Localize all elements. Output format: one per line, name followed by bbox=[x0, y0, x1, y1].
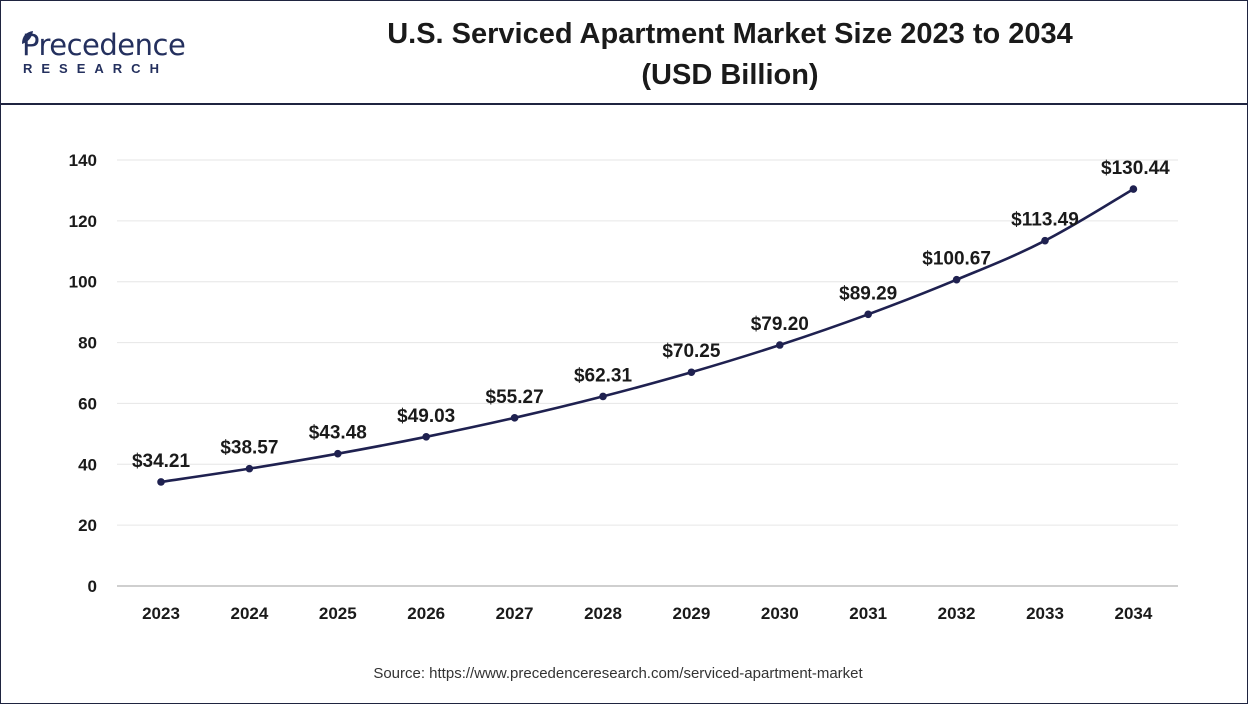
x-tick-label: 2031 bbox=[849, 604, 887, 623]
header: Precedence RESEARCH U.S. Serviced Apartm… bbox=[0, 0, 1248, 105]
data-label: $34.21 bbox=[132, 451, 191, 472]
axes: 0 20 40 60 80 100 120 140 2023 2024 2025 2026 2027 20… bbox=[69, 151, 1178, 623]
x-tick-label: 2027 bbox=[496, 604, 534, 623]
data-point bbox=[599, 392, 607, 401]
data-point bbox=[1041, 236, 1049, 245]
data-label: $113.49 bbox=[1011, 210, 1079, 231]
title-line-2: (USD Billion) bbox=[641, 59, 819, 91]
y-tick-label: 140 bbox=[69, 151, 97, 170]
data-point bbox=[245, 464, 254, 473]
x-tick-label: 2026 bbox=[407, 604, 445, 623]
data-point bbox=[510, 414, 519, 422]
data-label: $55.27 bbox=[486, 387, 544, 408]
line-chart: 0 20 40 60 80 100 120 140 2023 2024 2025 2026 2027 20… bbox=[69, 151, 1178, 623]
series-line bbox=[160, 187, 1135, 484]
data-label: $62.31 bbox=[574, 365, 633, 386]
data-label: $38.57 bbox=[220, 438, 278, 459]
data-labels: $34.21 $38.57 $43.48 $49.03 $55.27 $62.31 $70.… bbox=[132, 158, 1170, 472]
x-tick-label: 2025 bbox=[319, 604, 357, 623]
x-tick-label: 2028 bbox=[584, 604, 622, 623]
data-label: $89.29 bbox=[839, 283, 897, 304]
data-point bbox=[687, 368, 696, 377]
leaf-icon bbox=[22, 31, 33, 44]
data-point bbox=[952, 275, 961, 284]
data-point bbox=[776, 341, 784, 349]
data-point bbox=[864, 310, 872, 319]
data-label: $130.44 bbox=[1101, 158, 1170, 179]
data-label: $70.25 bbox=[662, 341, 721, 362]
gridlines bbox=[117, 159, 1178, 526]
x-tick-label: 2023 bbox=[142, 604, 180, 623]
data-point bbox=[157, 478, 165, 486]
x-tick-label: 2033 bbox=[1026, 604, 1064, 623]
y-tick-label: 100 bbox=[69, 273, 97, 292]
data-point bbox=[334, 449, 342, 458]
x-tick-label: 2029 bbox=[672, 604, 710, 623]
y-tick-label: 80 bbox=[78, 334, 97, 353]
chart-title: U.S. Serviced Apartment Market Size 2023… bbox=[250, 14, 1210, 96]
logo-tagline: RESEARCH bbox=[23, 61, 168, 76]
y-tick-label: 40 bbox=[78, 455, 97, 474]
data-point bbox=[1129, 185, 1138, 193]
y-tick-label: 60 bbox=[78, 394, 97, 413]
x-tick-label: 2034 bbox=[1114, 604, 1152, 623]
y-tick-label: 120 bbox=[69, 212, 97, 231]
x-tick-label: 2032 bbox=[938, 604, 976, 623]
data-point bbox=[422, 433, 431, 441]
brand-logo: Precedence RESEARCH bbox=[20, 28, 220, 80]
logo-wordmark: Precedence bbox=[22, 28, 186, 62]
x-tick-label: 2024 bbox=[230, 604, 268, 623]
y-tick-label: 20 bbox=[78, 516, 97, 535]
title-line-1: U.S. Serviced Apartment Market Size 2023… bbox=[387, 18, 1073, 50]
y-tick-label: 0 bbox=[88, 577, 97, 596]
data-label: $100.67 bbox=[922, 249, 991, 270]
x-tick-label: 2030 bbox=[761, 604, 799, 623]
data-label: $49.03 bbox=[397, 406, 455, 427]
source-note: Source: https://www.precedenceresearch.c… bbox=[373, 665, 863, 682]
series bbox=[157, 185, 1138, 486]
data-label: $43.48 bbox=[309, 423, 367, 444]
data-label: $79.20 bbox=[751, 314, 809, 335]
